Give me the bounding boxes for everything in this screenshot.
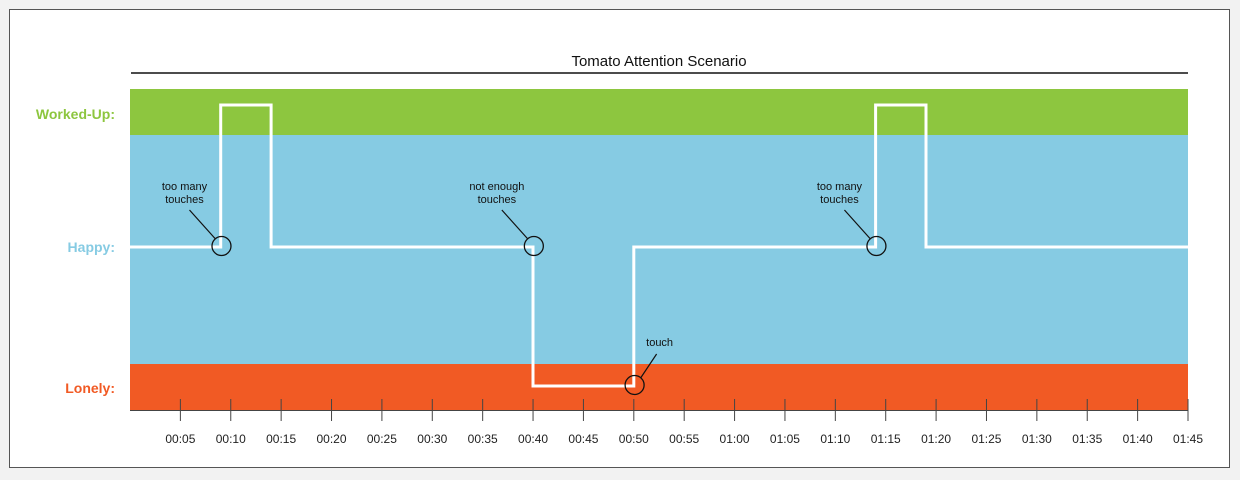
annotation-leader [843, 209, 871, 240]
annotation-label-line: too many [162, 181, 208, 193]
x-tick-label: 00:20 [317, 432, 347, 446]
x-tick-label: 01:45 [1173, 432, 1203, 446]
annotation-label: too many touches [162, 181, 208, 206]
x-tick-label: 00:30 [417, 432, 447, 446]
annotation-label-line: too many [817, 181, 863, 193]
annotation-label: too many touches [817, 181, 863, 206]
x-tick-label: 01:35 [1072, 432, 1102, 446]
x-tick-label: 01:30 [1022, 432, 1052, 446]
state-label-worked-up: Worked-Up: [36, 106, 115, 122]
annotation-label-line: touches [478, 194, 517, 206]
annotation-label-line: not enough [469, 181, 524, 193]
band-worked-up [130, 89, 1188, 135]
annotation-label: touch [646, 337, 673, 349]
annotation-label-line: touches [820, 194, 859, 206]
x-tick-label: 00:45 [568, 432, 598, 446]
x-tick-label: 00:55 [669, 432, 699, 446]
x-tick-label: 00:05 [165, 432, 195, 446]
chart-title: Tomato Attention Scenario [571, 53, 746, 70]
x-tick-label: 01:25 [971, 432, 1001, 446]
annotation-circle [866, 235, 887, 257]
x-tick-label: 00:15 [266, 432, 296, 446]
band-happy [130, 135, 1188, 364]
annotation-label: not enough touches [469, 181, 524, 206]
x-tick-label: 01:15 [871, 432, 901, 446]
x-tick-label: 01:00 [720, 432, 750, 446]
annotation-circle [523, 235, 544, 257]
state-label-lonely: Lonely: [65, 380, 115, 396]
x-tick-label: 00:10 [216, 432, 246, 446]
annotation-leader [501, 209, 529, 240]
x-ticks: 00:05 00:10 00:15 00:20 00:25 00:30 00:35 00:40… [165, 399, 1203, 446]
state-label-happy: Happy: [68, 239, 115, 255]
annotation-label-line: touches [165, 194, 204, 206]
x-tick-label: 01:20 [921, 432, 951, 446]
annotation-circle [624, 374, 645, 396]
x-tick-label: 00:35 [468, 432, 498, 446]
annotation-label-line: touch [646, 337, 673, 349]
annotation-leader [640, 353, 658, 379]
x-tick-label: 01:05 [770, 432, 800, 446]
annotation-circle [211, 235, 232, 257]
state-line [130, 103, 1188, 388]
x-tick-label: 01:10 [820, 432, 850, 446]
x-tick-label: 00:50 [619, 432, 649, 446]
x-tick-label: 00:25 [367, 432, 397, 446]
x-tick-label: 00:40 [518, 432, 548, 446]
x-tick-label: 01:40 [1123, 432, 1153, 446]
band-lonely [130, 364, 1188, 410]
annotation-leader [189, 209, 216, 240]
